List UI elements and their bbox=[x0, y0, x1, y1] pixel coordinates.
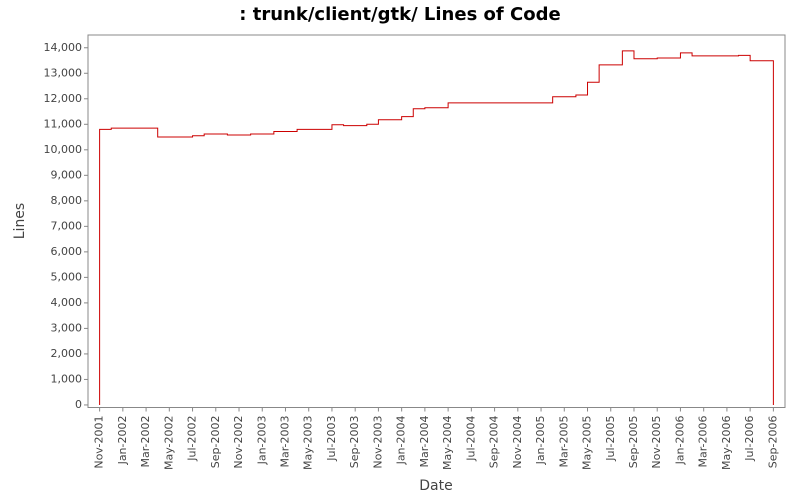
y-tick-label: 4,000 bbox=[51, 296, 83, 309]
x-tick-label: May-2005 bbox=[581, 416, 594, 471]
x-tick-label: Jul-2004 bbox=[464, 415, 477, 461]
x-tick-label: Sep-2003 bbox=[348, 416, 361, 469]
data-line bbox=[99, 50, 774, 405]
y-tick-label: 5,000 bbox=[51, 270, 83, 283]
x-tick-label: May-2002 bbox=[162, 416, 175, 471]
x-tick-label: Jul-2002 bbox=[186, 416, 199, 462]
y-tick-label: 3,000 bbox=[51, 321, 83, 334]
x-tick-label: Jul-2006 bbox=[743, 416, 756, 462]
x-tick-label: Jan-2004 bbox=[395, 416, 408, 466]
x-tick-label: May-2003 bbox=[302, 416, 315, 471]
y-tick-label: 7,000 bbox=[51, 219, 83, 232]
x-tick-label: Sep-2002 bbox=[209, 416, 222, 469]
x-tick-label: Sep-2004 bbox=[488, 416, 501, 469]
x-tick-label: Jul-2005 bbox=[604, 416, 617, 462]
x-tick-label: Jan-2003 bbox=[255, 416, 268, 466]
x-tick-label: Sep-2005 bbox=[627, 416, 640, 469]
plot-frame bbox=[87, 34, 786, 408]
y-axis-title: Lines bbox=[12, 203, 28, 239]
x-tick-label: Mar-2002 bbox=[139, 416, 152, 468]
y-tick-label: 1,000 bbox=[51, 372, 83, 385]
x-tick-label: Jan-2005 bbox=[534, 416, 547, 466]
x-tick-label: Jul-2003 bbox=[325, 416, 338, 462]
x-tick-label: Mar-2004 bbox=[418, 416, 431, 468]
x-tick-label: Nov-2003 bbox=[371, 416, 384, 469]
x-axis-title: Date bbox=[419, 478, 452, 494]
y-tick-label: 8,000 bbox=[51, 194, 83, 207]
x-tick-label: Jan-2002 bbox=[116, 416, 129, 466]
chart-title: : trunk/client/gtk/ Lines of Code bbox=[239, 4, 560, 25]
x-tick-label: Nov-2002 bbox=[232, 416, 245, 469]
x-tick-label: Jan-2006 bbox=[673, 416, 686, 466]
x-tick-label: Sep-2006 bbox=[766, 416, 779, 469]
x-tick-label: May-2004 bbox=[441, 416, 454, 471]
y-tick-label: 0 bbox=[75, 398, 82, 411]
x-tick-label: Mar-2006 bbox=[697, 416, 710, 468]
y-tick-label: 14,000 bbox=[44, 41, 83, 54]
x-tick-label: Nov-2001 bbox=[93, 416, 106, 469]
x-tick-label: Nov-2005 bbox=[650, 416, 663, 469]
y-tick-label: 13,000 bbox=[44, 66, 83, 79]
y-tick-label: 10,000 bbox=[44, 143, 83, 156]
x-tick-label: Mar-2005 bbox=[557, 416, 570, 468]
y-tick-label: 11,000 bbox=[44, 117, 83, 130]
y-tick-label: 9,000 bbox=[51, 168, 83, 181]
x-tick-label: Mar-2003 bbox=[278, 416, 291, 468]
y-tick-label: 2,000 bbox=[51, 347, 83, 360]
y-tick-label: 6,000 bbox=[51, 245, 83, 258]
x-tick-label: Nov-2004 bbox=[511, 416, 524, 469]
y-tick-label: 12,000 bbox=[44, 92, 83, 105]
x-tick-label: May-2006 bbox=[720, 416, 733, 471]
